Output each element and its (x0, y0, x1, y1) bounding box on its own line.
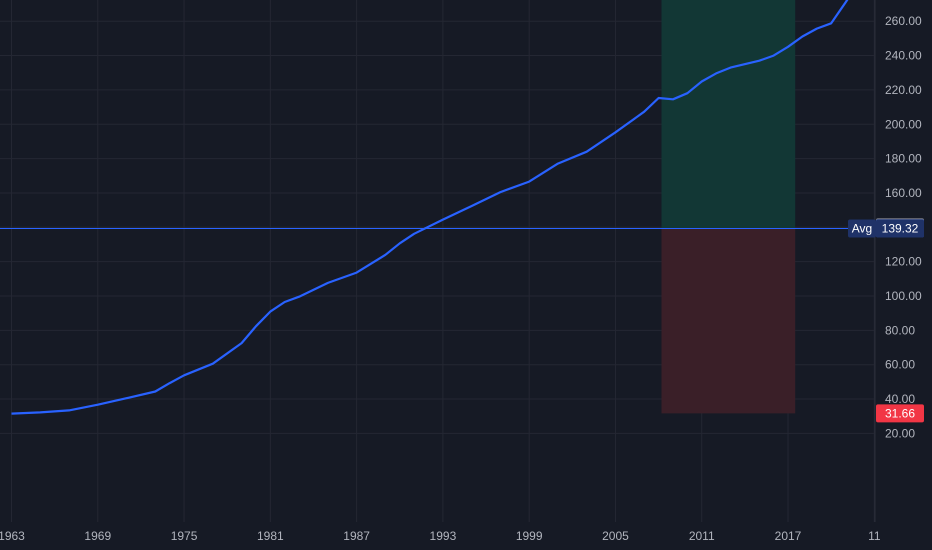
time-axis[interactable]: 1963 1969 1975 1981 1987 1993 1999 2005 2011 2017… (0, 529, 881, 543)
y-tick-label: 200.00 (885, 117, 922, 131)
y-tick-label: 100.00 (885, 289, 922, 303)
y-tick-label: 40.00 (885, 392, 915, 406)
avg-label: Avg (852, 221, 872, 235)
x-tick-label: 2005 (602, 529, 629, 543)
y-tick-label: 160.00 (885, 186, 922, 200)
x-tick-label: 1963 (0, 529, 25, 543)
axis-badge: 31.66 (885, 406, 915, 420)
x-tick-label: 1987 (343, 529, 370, 543)
x-tick-label: 1969 (84, 529, 111, 543)
y-tick-label: 20.00 (885, 426, 915, 440)
x-tick-label: 11 (868, 529, 881, 543)
x-tick-label: 1999 (516, 529, 543, 543)
loss-zone[interactable] (661, 228, 796, 414)
x-tick-label: 2017 (775, 529, 802, 543)
avg-label-bg (848, 219, 876, 238)
x-tick-label: 1975 (171, 529, 198, 543)
x-tick-label: 1993 (430, 529, 457, 543)
x-tick-label: 1981 (257, 529, 284, 543)
y-tick-label: 60.00 (885, 358, 915, 372)
series-layer (0, 0, 875, 415)
axis-badge-bg (876, 404, 924, 423)
avg-value: 139.32 (882, 221, 919, 235)
y-tick-label: 180.00 (885, 152, 922, 166)
x-tick-label: 2011 (689, 529, 715, 543)
series-line-0[interactable] (11, 0, 855, 415)
profit-zone[interactable] (661, 0, 796, 229)
y-tick-label: 240.00 (885, 49, 922, 63)
avg-value-bg (876, 219, 924, 238)
y-tick-label: 260.00 (885, 14, 922, 28)
y-tick-label: 80.00 (885, 323, 915, 337)
y-tick-label: 120.00 (885, 255, 922, 269)
price-zone[interactable] (661, 0, 796, 414)
y-tick-label: 220.00 (885, 83, 922, 97)
